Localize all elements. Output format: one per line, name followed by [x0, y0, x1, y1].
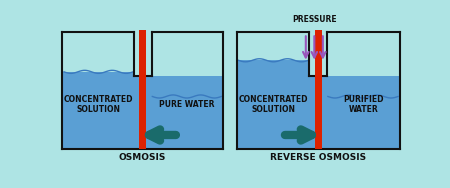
Polygon shape [327, 76, 399, 96]
Polygon shape [238, 76, 399, 148]
Text: REVERSE OSMOSIS: REVERSE OSMOSIS [270, 153, 366, 162]
Polygon shape [63, 76, 222, 148]
Text: PURIFIED
WATER: PURIFIED WATER [343, 95, 383, 114]
Text: PRESSURE: PRESSURE [292, 15, 337, 24]
Polygon shape [238, 60, 309, 76]
Text: PURE WATER: PURE WATER [159, 100, 215, 109]
Polygon shape [152, 76, 222, 96]
Bar [315, 30, 322, 149]
Bar [139, 30, 146, 149]
Text: CONCENTRATED
SOLUTION: CONCENTRATED SOLUTION [238, 95, 308, 114]
Text: CONCENTRATED
SOLUTION: CONCENTRATED SOLUTION [63, 95, 133, 114]
Text: OSMOSIS: OSMOSIS [119, 153, 166, 162]
Polygon shape [63, 72, 134, 76]
